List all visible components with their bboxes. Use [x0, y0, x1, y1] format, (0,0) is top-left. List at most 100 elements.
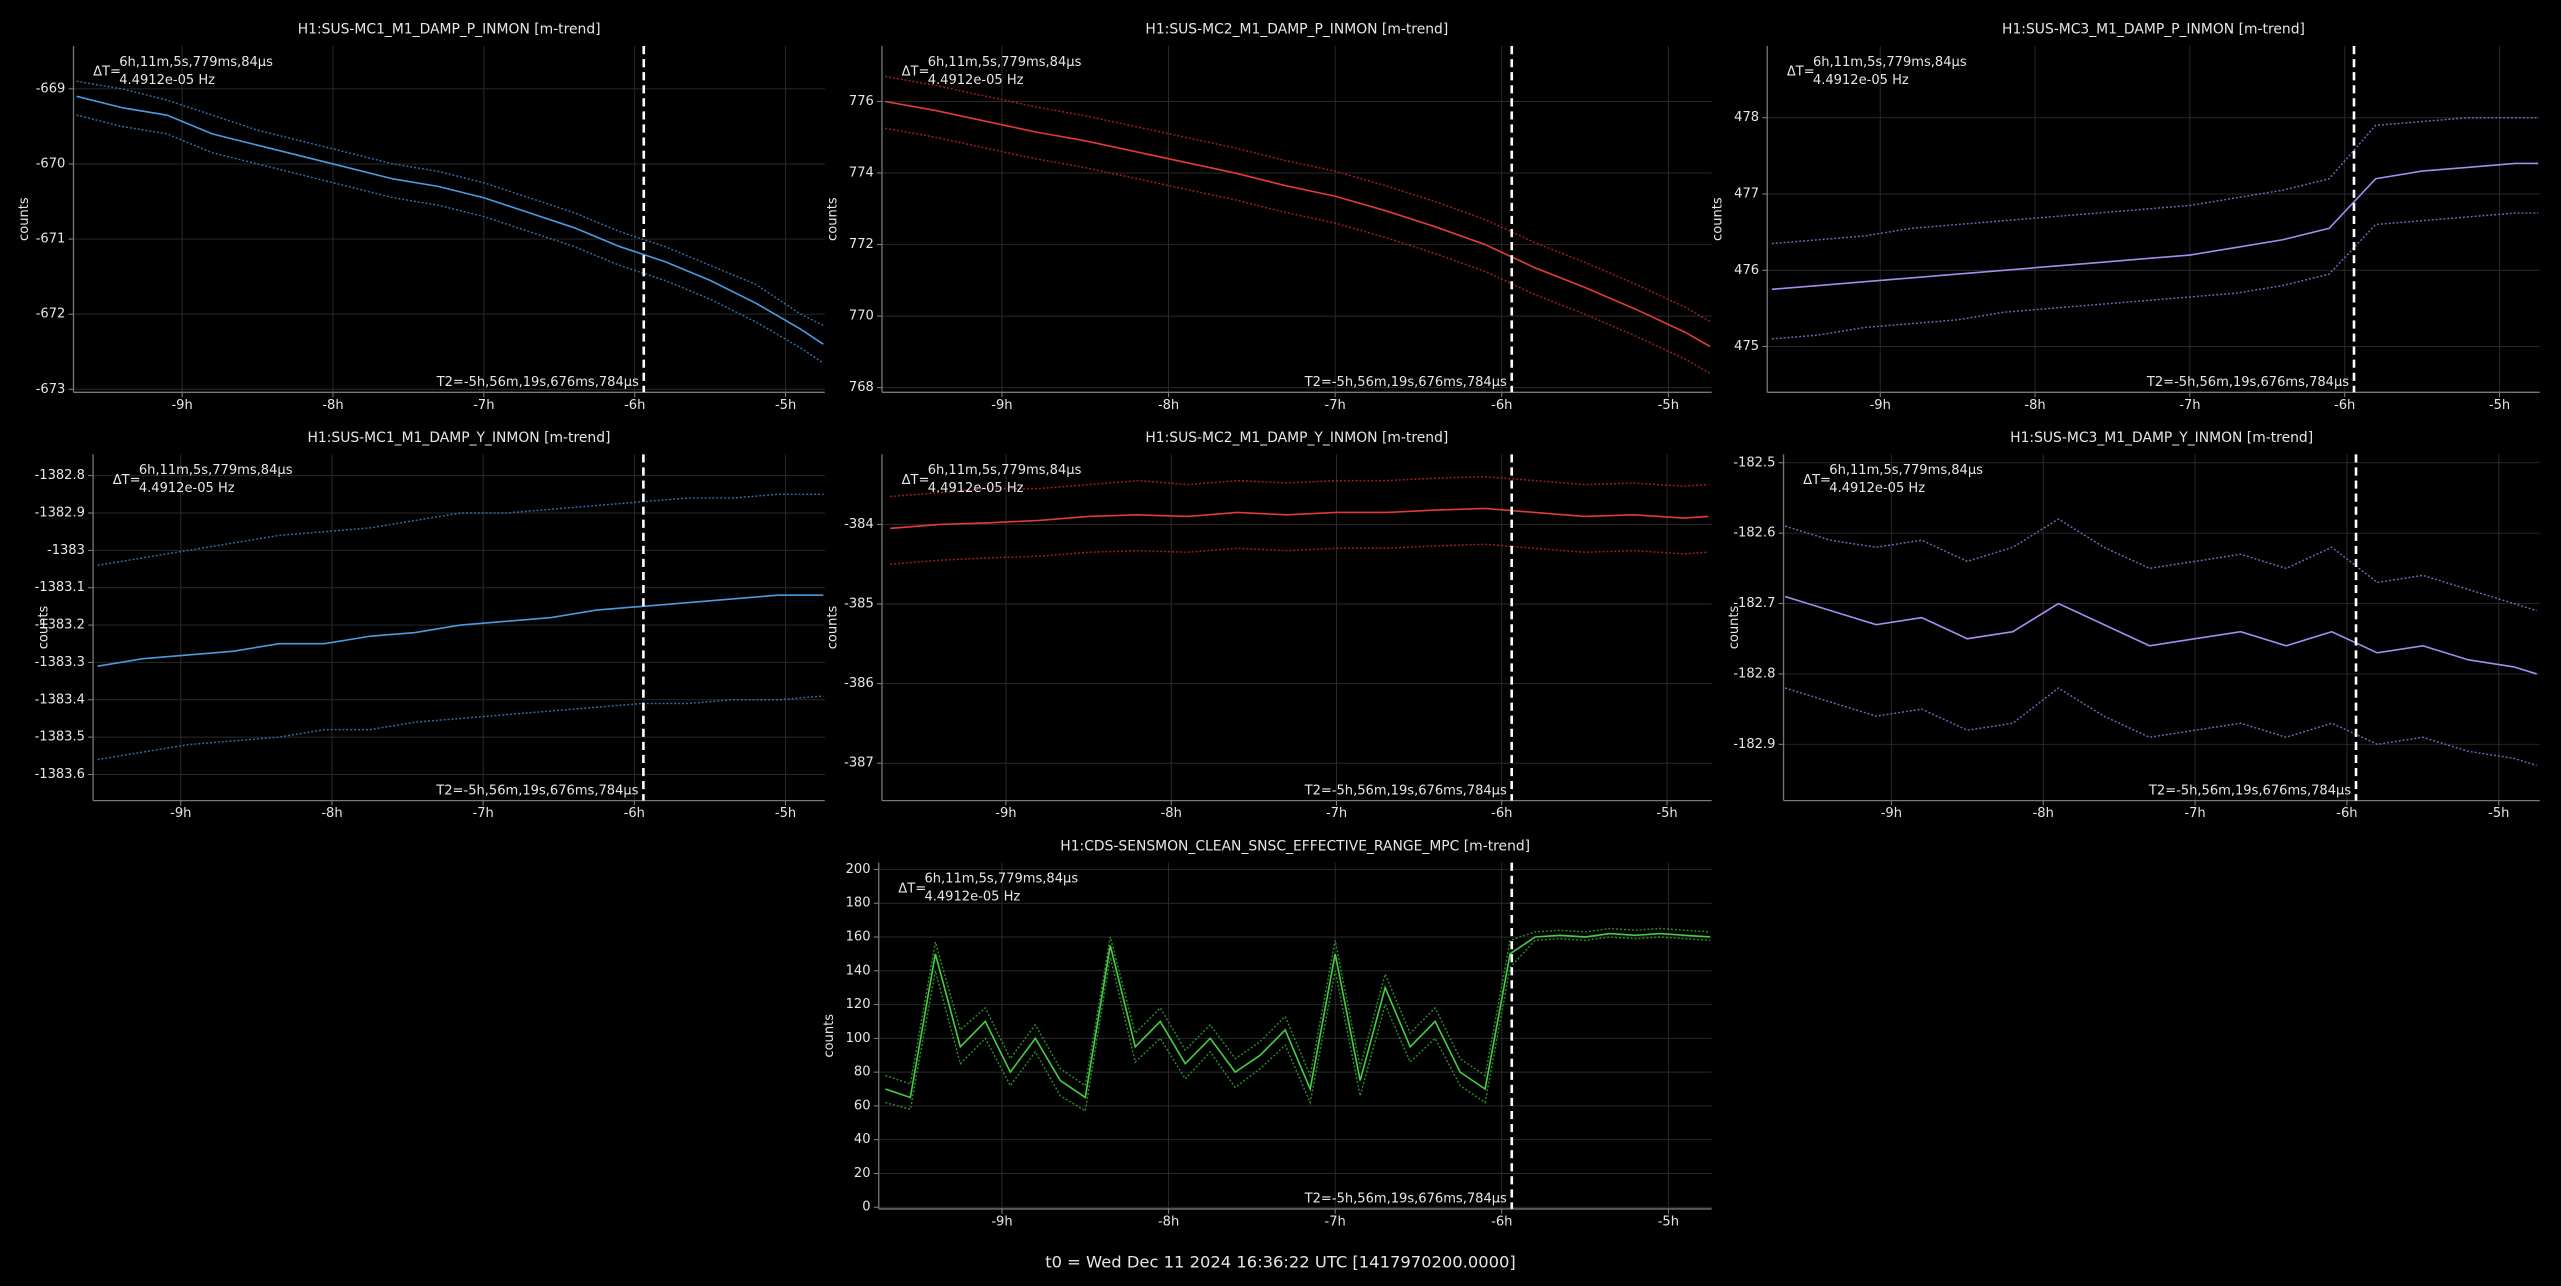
x-tick-label: -9h: [991, 398, 1012, 413]
delta-value: 6h,11m,5s,779ms,84µs: [1813, 55, 1967, 70]
delta-label: ΔT=: [1787, 65, 1815, 80]
delta-freq: 4.4912e-05 Hz: [928, 73, 1024, 88]
chart-title: H1:SUS-MC3_M1_DAMP_P_INMON [m-trend]: [2002, 22, 2305, 38]
y-tick-label: -1383.6: [35, 767, 85, 782]
y-axis-label: counts: [37, 605, 52, 649]
y-tick-label: 60: [854, 1098, 871, 1113]
y-tick-label: 20: [854, 1166, 871, 1181]
x-tick-label: -6h: [2336, 806, 2357, 821]
delta-freq: 4.4912e-05 Hz: [1813, 73, 1909, 88]
series-line: [1771, 116, 2539, 245]
y-tick-label: -670: [36, 156, 66, 171]
y-tick-label: 140: [846, 963, 871, 978]
y-tick-label: 80: [854, 1065, 871, 1080]
series-line: [885, 936, 1711, 1113]
chart-title: H1:SUS-MC1_M1_DAMP_P_INMON [m-trend]: [298, 22, 601, 38]
y-tick-label: 120: [846, 997, 871, 1012]
delta-value: 6h,11m,5s,779ms,84µs: [139, 463, 293, 478]
series-line: [1771, 212, 2539, 340]
series-line: [1771, 162, 2539, 291]
x-tick-label: -6h: [1491, 398, 1512, 413]
x-tick-label: -8h: [322, 398, 343, 413]
x-tick-label: -6h: [2334, 398, 2355, 413]
x-tick-label: -8h: [1161, 806, 1182, 821]
series-line: [76, 80, 824, 327]
x-tick-label: -6h: [624, 398, 645, 413]
x-tick-label: -5h: [1656, 806, 1677, 821]
chart-title: H1:SUS-MC2_M1_DAMP_Y_INMON [m-trend]: [1145, 430, 1448, 446]
t2-label: T2=-5h,56m,19s,676ms,784µs: [1304, 1192, 1507, 1207]
delta-freq: 4.4912e-05 Hz: [119, 73, 215, 88]
x-tick-label: -5h: [775, 806, 796, 821]
y-axis-label: counts: [17, 197, 32, 241]
y-tick-label: 475: [1734, 339, 1759, 354]
x-tick-label: -8h: [1158, 398, 1179, 413]
x-tick-label: -6h: [1491, 1215, 1512, 1230]
delta-value: 6h,11m,5s,779ms,84µs: [928, 463, 1082, 478]
x-tick-label: -5h: [2488, 806, 2509, 821]
y-tick-label: 776: [849, 94, 874, 109]
delta-label: ΔT=: [1803, 473, 1831, 488]
y-tick-label: -1382.9: [35, 505, 85, 520]
series-line: [76, 114, 824, 364]
y-axis-label: counts: [825, 197, 840, 241]
delta-freq: 4.4912e-05 Hz: [1829, 481, 1925, 496]
footer: t0 = Wed Dec 11 2024 16:36:22 UTC [14179…: [1045, 1252, 1516, 1271]
y-tick-label: -1383.3: [35, 655, 85, 670]
y-tick-label: 200: [846, 862, 871, 877]
y-tick-label: -1383.1: [35, 580, 85, 595]
series-line: [76, 95, 824, 345]
y-axis-label: counts: [1711, 197, 1726, 241]
x-tick-label: -6h: [624, 806, 645, 821]
y-tick-label: -182.5: [1733, 455, 1775, 470]
y-tick-label: -672: [36, 307, 66, 322]
x-tick-label: -8h: [2024, 398, 2045, 413]
x-tick-label: -9h: [1870, 398, 1891, 413]
series-line: [1784, 687, 2537, 767]
x-tick-label: -9h: [170, 806, 191, 821]
y-tick-label: -386: [844, 676, 874, 691]
x-tick-label: -6h: [1491, 806, 1512, 821]
x-tick-label: -7h: [1325, 398, 1346, 413]
x-tick-label: -9h: [991, 1215, 1012, 1230]
series-line: [97, 695, 824, 761]
y-axis-label: counts: [822, 1014, 837, 1058]
x-tick-label: -9h: [171, 398, 192, 413]
x-tick-label: -7h: [1326, 806, 1347, 821]
x-tick-label: -5h: [1658, 1215, 1679, 1230]
y-tick-label: -1382.8: [35, 468, 85, 483]
x-tick-label: -8h: [1158, 1215, 1179, 1230]
x-tick-label: -8h: [2033, 806, 2054, 821]
chart-title: H1:SUS-MC1_M1_DAMP_Y_INMON [m-trend]: [307, 430, 610, 446]
t2-label: T2=-5h,56m,19s,676ms,784µs: [2148, 783, 2351, 798]
t2-label: T2=-5h,56m,19s,676ms,784µs: [1304, 783, 1507, 798]
delta-value: 6h,11m,5s,779ms,84µs: [924, 872, 1078, 887]
delta-freq: 4.4912e-05 Hz: [139, 481, 235, 496]
y-axis-label: counts: [1727, 605, 1742, 649]
y-tick-label: -1383.2: [35, 618, 85, 633]
x-tick-label: -8h: [321, 806, 342, 821]
x-tick-label: -5h: [1658, 398, 1679, 413]
delta-value: 6h,11m,5s,779ms,84µs: [928, 55, 1082, 70]
chart-title: H1:SUS-MC3_M1_DAMP_Y_INMON [m-trend]: [2010, 430, 2313, 446]
delta-label: ΔT=: [898, 881, 926, 896]
y-tick-label: 478: [1734, 110, 1759, 125]
series-line: [97, 493, 824, 567]
y-tick-label: 160: [846, 929, 871, 944]
y-tick-label: 476: [1734, 263, 1759, 278]
y-tick-label: -1383: [47, 543, 85, 558]
x-tick-label: -5h: [775, 398, 796, 413]
x-tick-label: -7h: [1325, 1215, 1346, 1230]
series-line: [97, 594, 824, 667]
delta-freq: 4.4912e-05 Hz: [928, 481, 1024, 496]
y-tick-label: 180: [846, 896, 871, 911]
y-tick-label: -182.8: [1733, 666, 1775, 681]
y-tick-label: -671: [36, 232, 66, 247]
y-tick-label: 477: [1734, 186, 1759, 201]
delta-label: ΔT=: [113, 473, 141, 488]
delta-label: ΔT=: [902, 473, 930, 488]
series-line: [890, 543, 1709, 565]
delta-value: 6h,11m,5s,779ms,84µs: [119, 55, 273, 70]
series-line: [1784, 595, 2537, 675]
